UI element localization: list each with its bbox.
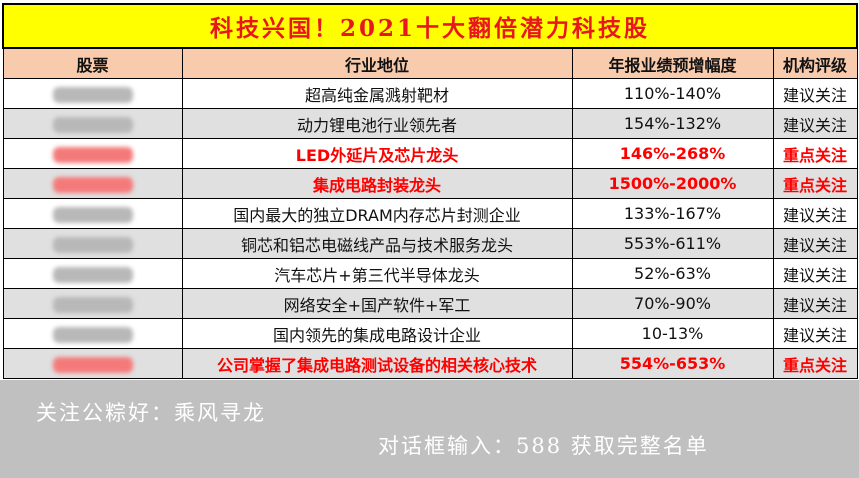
rating: 建议关注: [772, 78, 858, 109]
rating: 建议关注: [772, 318, 858, 349]
stock-name-redacted: [2, 78, 183, 109]
redacted-blur: [52, 206, 133, 223]
industry-position: LED外延片及芯片龙头: [181, 138, 573, 169]
rating: 建议关注: [772, 198, 858, 229]
growth-range: 110%-140%: [571, 78, 774, 109]
rating: 重点关注: [772, 348, 858, 379]
stock-name-redacted: [2, 198, 183, 229]
growth-range: 554%-653%: [571, 348, 774, 379]
growth-range: 1500%-2000%: [571, 168, 774, 199]
industry-position: 汽车芯片+第三代半导体龙头: [181, 258, 573, 289]
rating: 建议关注: [772, 258, 858, 289]
growth-range: 154%-132%: [571, 108, 774, 139]
stock-name-redacted: [2, 348, 183, 379]
stock-name-redacted: [2, 258, 183, 289]
table-row: 超高纯金属溅射靶材 110%-140% 建议关注: [2, 78, 858, 109]
growth-range: 146%-268%: [571, 138, 774, 169]
table-row: 网络安全+国产软件+军工 70%-90% 建议关注: [2, 288, 858, 319]
table-row: 国内最大的独立DRAM内存芯片封测企业 133%-167% 建议关注: [2, 198, 858, 229]
redacted-blur: [52, 146, 133, 163]
table-row: 汽车芯片+第三代半导体龙头 52%-63% 建议关注: [2, 258, 858, 289]
footer-instruction: 对话框输入：588 获取完整名单: [378, 434, 709, 458]
stock-table: 科技兴国！2021十大翻倍潜力科技股 股票 行业地位 年报业绩预增幅度 机构评级…: [1, 3, 859, 379]
redacted-blur: [52, 296, 133, 313]
stock-name-redacted: [2, 318, 183, 349]
rating: 重点关注: [772, 168, 858, 199]
header-growth: 年报业绩预增幅度: [571, 47, 774, 79]
footer-follow: 关注公粽好：乘风寻龙: [36, 401, 266, 425]
stock-name-redacted: [2, 228, 183, 259]
redacted-blur: [52, 356, 133, 373]
industry-position: 国内领先的集成电路设计企业: [181, 318, 573, 349]
table-row: 集成电路封装龙头 1500%-2000% 重点关注: [2, 168, 858, 199]
stock-name-redacted: [2, 138, 183, 169]
table-row: LED外延片及芯片龙头 146%-268% 重点关注: [2, 138, 858, 169]
growth-range: 553%-611%: [571, 228, 774, 259]
redacted-blur: [52, 236, 133, 253]
industry-position: 动力锂电池行业领先者: [181, 108, 573, 139]
industry-position: 集成电路封装龙头: [181, 168, 573, 199]
growth-range: 10-13%: [571, 318, 774, 349]
stock-name-redacted: [2, 168, 183, 199]
rating: 建议关注: [772, 228, 858, 259]
redacted-blur: [52, 266, 133, 283]
rating: 建议关注: [772, 108, 858, 139]
industry-position: 公司掌握了集成电路测试设备的相关核心技术: [181, 348, 573, 379]
header-stock: 股票: [2, 47, 183, 79]
industry-position: 网络安全+国产软件+军工: [181, 288, 573, 319]
stock-name-redacted: [2, 288, 183, 319]
growth-range: 133%-167%: [571, 198, 774, 229]
header-position: 行业地位: [181, 47, 573, 79]
redacted-blur: [52, 176, 133, 193]
header-rating: 机构评级: [772, 47, 858, 79]
table-row: 动力锂电池行业领先者 154%-132% 建议关注: [2, 108, 858, 139]
stock-name-redacted: [2, 108, 183, 139]
industry-position: 超高纯金属溅射靶材: [181, 78, 573, 109]
industry-position: 铜芯和铝芯电磁线产品与技术服务龙头: [181, 228, 573, 259]
table-title: 科技兴国！2021十大翻倍潜力科技股: [1, 3, 859, 49]
rating: 重点关注: [772, 138, 858, 169]
rating: 建议关注: [772, 288, 858, 319]
redacted-blur: [52, 326, 133, 343]
table-row: 铜芯和铝芯电磁线产品与技术服务龙头 553%-611% 建议关注: [2, 228, 858, 259]
growth-range: 70%-90%: [571, 288, 774, 319]
growth-range: 52%-63%: [571, 258, 774, 289]
table-row: 公司掌握了集成电路测试设备的相关核心技术 554%-653% 重点关注: [2, 348, 858, 379]
industry-position: 国内最大的独立DRAM内存芯片封测企业: [181, 198, 573, 229]
redacted-blur: [52, 86, 133, 103]
redacted-blur: [52, 116, 133, 133]
table-row: 国内领先的集成电路设计企业 10-13% 建议关注: [2, 318, 858, 349]
